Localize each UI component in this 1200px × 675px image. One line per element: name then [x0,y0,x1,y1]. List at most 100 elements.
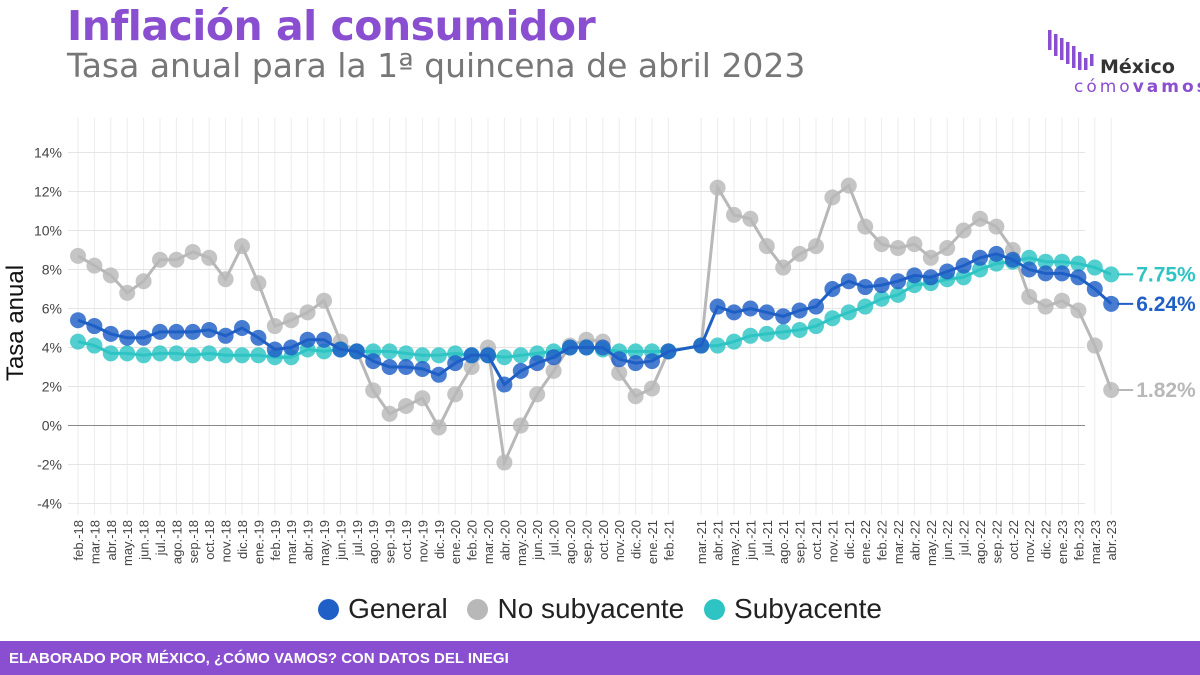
data-point [857,218,874,235]
x-tick-label: nov.-21 [825,520,840,562]
data-point [184,347,201,364]
data-point [447,355,464,372]
data-point [234,238,250,255]
data-point [1037,253,1054,270]
x-tick-label: abr.-18 [104,520,119,560]
data-point [922,269,939,286]
data-point [824,310,841,327]
data-point [250,347,267,364]
data-point [135,347,152,364]
data-point [168,323,185,340]
data-point [939,263,956,280]
legend-marker [704,598,726,620]
legend-label: General [348,593,448,624]
data-point [890,286,906,303]
data-point [578,339,595,356]
data-point [873,236,890,253]
data-point [184,243,201,260]
data-point [1086,281,1103,297]
data-point [1054,253,1070,270]
x-tick-label: may.-21 [727,520,742,566]
x-tick-label: mar.-23 [1088,520,1103,564]
x-tick-label: mar.-18 [87,520,102,564]
data-point [266,341,283,358]
x-tick-label: jun.-21 [743,520,758,561]
series-line [77,256,1112,359]
x-tick-label: ene.-21 [645,520,660,564]
data-point [496,349,513,366]
data-point [463,347,480,364]
x-tick-label: abr.-22 [907,520,922,560]
data-point [775,259,792,276]
x-tick-label: nov.-20 [612,520,627,562]
data-point [234,347,250,364]
data-point [168,251,185,268]
data-point [217,347,234,364]
footer-bar: ELABORADO POR MÉXICO, ¿CÓMO VAMOS? CON D… [0,641,1200,675]
x-tick-label: mar.-22 [891,520,906,564]
data-point [709,179,726,196]
data-point [496,454,513,471]
data-point [594,339,611,356]
data-point [1086,337,1103,354]
data-point [824,281,841,297]
data-point [135,273,152,290]
data-point [857,279,874,296]
data-point [840,273,857,290]
end-value-label: 1.82% [1136,379,1196,402]
data-point [972,210,988,227]
data-point [562,339,578,356]
data-point [545,362,562,379]
data-point [250,329,267,346]
legend-label: Subyacente [734,593,882,624]
x-tick-label: may.-18 [120,520,135,566]
data-point [1070,269,1087,286]
data-point [217,271,234,288]
data-point [135,329,152,346]
data-point [414,360,431,377]
data-point [709,337,726,354]
data-point [1004,251,1021,268]
y-tick-label: 10% [34,223,62,239]
data-point [922,249,939,266]
y-tick-label: 2% [42,379,62,395]
data-point [447,386,464,403]
x-tick-label: dic.-19 [432,520,447,559]
x-tick-label: oct.-20 [596,520,611,560]
x-tick-label: nov.-18 [219,520,234,562]
x-tick-label: ene.-22 [858,520,873,564]
x-tick-label: abr.-21 [711,520,726,560]
data-point [808,238,824,255]
data-point [201,249,218,266]
x-tick-label: ene.-23 [1055,520,1070,564]
y-tick-label: 8% [42,262,62,278]
x-tick-label: jul.-21 [760,520,775,556]
data-point [693,337,710,354]
x-tick-label: jun.-19 [333,520,348,561]
data-point [414,347,431,364]
x-tick-label: abr.-23 [1104,520,1119,560]
data-point [726,333,742,350]
data-point [660,343,677,360]
data-point [1103,266,1120,283]
data-point [512,417,529,434]
logo-word-mexico: México [1100,56,1175,78]
footer-text: ELABORADO POR MÉXICO, ¿CÓMO VAMOS? CON D… [9,650,509,667]
x-tick-label: ago.-21 [776,520,791,564]
data-point [627,343,644,360]
series-line [77,252,1113,387]
chart-legend: General No subyacente Subyacente [0,593,1200,627]
data-point [1103,295,1120,312]
x-tick-label: ago.-20 [563,520,578,564]
data-point [906,236,923,253]
data-point [381,405,398,422]
data-point [988,218,1005,235]
data-point [808,318,824,335]
data-point [70,333,86,350]
bars-icon [1048,30,1094,70]
data-point [627,355,644,372]
data-point [1070,255,1087,272]
x-tick-label: sep.-20 [579,520,594,563]
data-point [86,257,103,274]
data-point [201,321,218,338]
